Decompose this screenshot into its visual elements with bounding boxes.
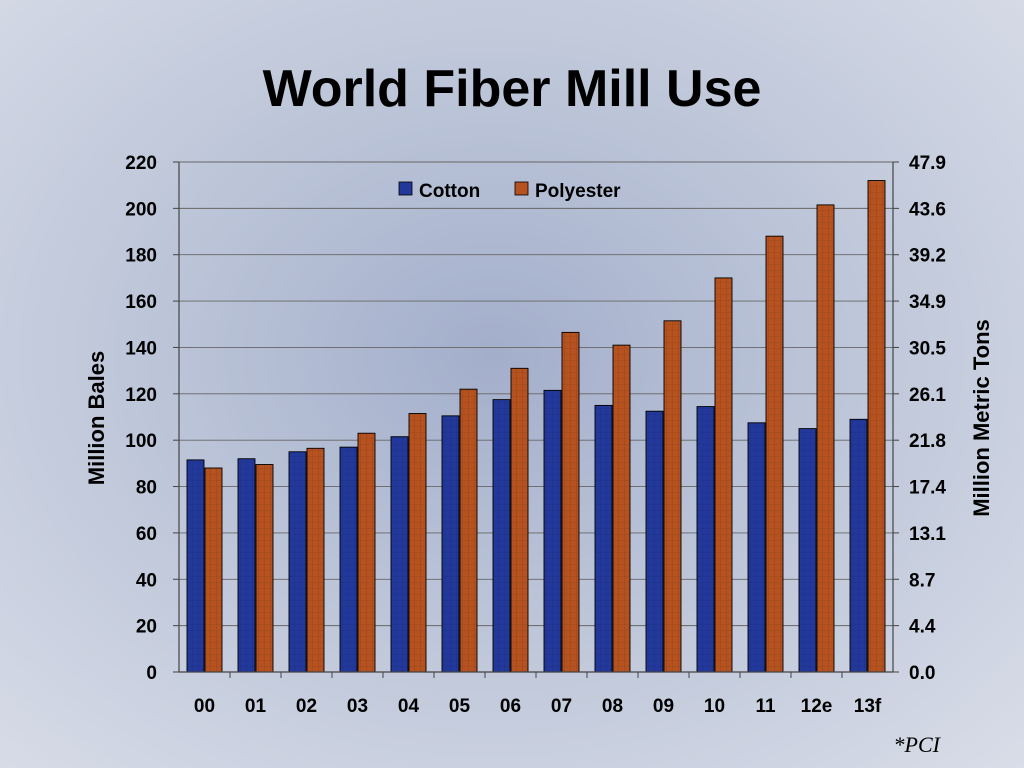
- axes: [173, 161, 899, 678]
- y2-tick-label: 21.8: [909, 431, 946, 452]
- y2-tick-label: 47.9: [909, 153, 946, 174]
- bar-cotton-03: [339, 446, 358, 673]
- bar-cotton-07: [543, 389, 562, 673]
- y2-tick-label: 26.1: [909, 385, 946, 406]
- y-tick-label: 80: [136, 478, 157, 499]
- y-tick-label: 220: [125, 153, 157, 174]
- x-tick-label: 11: [755, 696, 776, 717]
- bar-polyester-06: [510, 367, 529, 673]
- y-tick-label: 0: [146, 663, 157, 684]
- bar-polyester-03: [357, 432, 376, 673]
- y2-tick-label: 30.5: [909, 338, 946, 359]
- bars: [186, 180, 886, 673]
- bar-polyester-07: [561, 331, 580, 673]
- bar-cotton-04: [390, 436, 409, 673]
- bar-cotton-10: [696, 406, 715, 673]
- x-tick-label: 04: [398, 696, 420, 717]
- y2-tick-label: 43.6: [909, 199, 946, 220]
- x-tick-label: 02: [296, 696, 317, 717]
- bar-cotton-01: [237, 458, 256, 673]
- y2-axis-label: Million Metric Tons: [969, 319, 994, 517]
- y2-tick-label: 0.0: [909, 663, 935, 684]
- y-tick-label: 160: [125, 292, 157, 313]
- x-tick-label: 01: [245, 696, 267, 717]
- bar-polyester-09: [663, 320, 682, 673]
- y-tick-label: 120: [125, 385, 157, 406]
- y2-tick-label: 4.4: [909, 617, 936, 638]
- x-tick-label: 06: [500, 696, 521, 717]
- x-tick-label: 03: [347, 696, 368, 717]
- bar-cotton-11: [747, 422, 766, 673]
- y-tick-label: 180: [125, 246, 157, 267]
- x-tick-label: 07: [551, 696, 572, 717]
- bar-polyester-02: [306, 447, 325, 673]
- bar-polyester-12e: [816, 204, 835, 673]
- x-tick-label: 08: [602, 696, 623, 717]
- bar-cotton-06: [492, 399, 511, 673]
- legend-label-polyester: Polyester: [535, 181, 621, 202]
- x-tick-label: 12e: [801, 696, 833, 717]
- bar-polyester-01: [255, 464, 274, 673]
- bar-polyester-11: [765, 235, 784, 673]
- y-tick-label: 20: [136, 617, 157, 638]
- y-tick-label: 200: [125, 199, 157, 220]
- bar-cotton-09: [645, 410, 664, 673]
- bar-cotton-02: [288, 451, 307, 673]
- bar-cotton-08: [594, 404, 613, 673]
- bar-polyester-10: [714, 277, 733, 673]
- legend-swatch-cotton: [398, 181, 413, 196]
- gridlines: [179, 161, 893, 627]
- y2-tick-label: 13.1: [909, 524, 946, 545]
- y2-tick-label: 8.7: [909, 570, 935, 591]
- y-tick-label: 140: [125, 338, 157, 359]
- y-axis-label: Million Bales: [84, 351, 109, 485]
- legend-label-cotton: Cotton: [419, 181, 480, 202]
- bar-polyester-04: [408, 413, 427, 673]
- y-tick-label: 60: [136, 524, 157, 545]
- y2-tick-label: 39.2: [909, 246, 946, 267]
- x-tick-label: 00: [194, 696, 215, 717]
- bar-polyester-00: [204, 467, 223, 673]
- y2-tick-label: 34.9: [909, 292, 946, 313]
- legend: Cotton Polyester: [398, 181, 621, 202]
- tick-labels: 0 0.0 20 4.4 40 8.7 60 13.1 80 17.4 100 21.8 120 26.1…: [125, 153, 946, 717]
- y-tick-label: 40: [136, 570, 157, 591]
- x-tick-label: 10: [704, 696, 725, 717]
- y2-tick-label: 17.4: [909, 478, 946, 499]
- chart-title: World Fiber Mill Use: [263, 60, 762, 118]
- x-tick-label: 05: [449, 696, 471, 717]
- y-tick-label: 100: [125, 431, 157, 452]
- bar-cotton-13f: [849, 418, 868, 673]
- bar-cotton-00: [186, 459, 205, 673]
- source-note: *PCI: [894, 732, 942, 757]
- bar-polyester-08: [612, 344, 631, 673]
- legend-swatch-polyester: [514, 181, 529, 196]
- bar-cotton-05: [441, 415, 460, 673]
- x-tick-label: 13f: [854, 696, 882, 717]
- bar-polyester-13f: [867, 180, 886, 673]
- bar-polyester-05: [459, 388, 478, 673]
- bar-cotton-12e: [798, 428, 817, 673]
- x-tick-label: 09: [653, 696, 674, 717]
